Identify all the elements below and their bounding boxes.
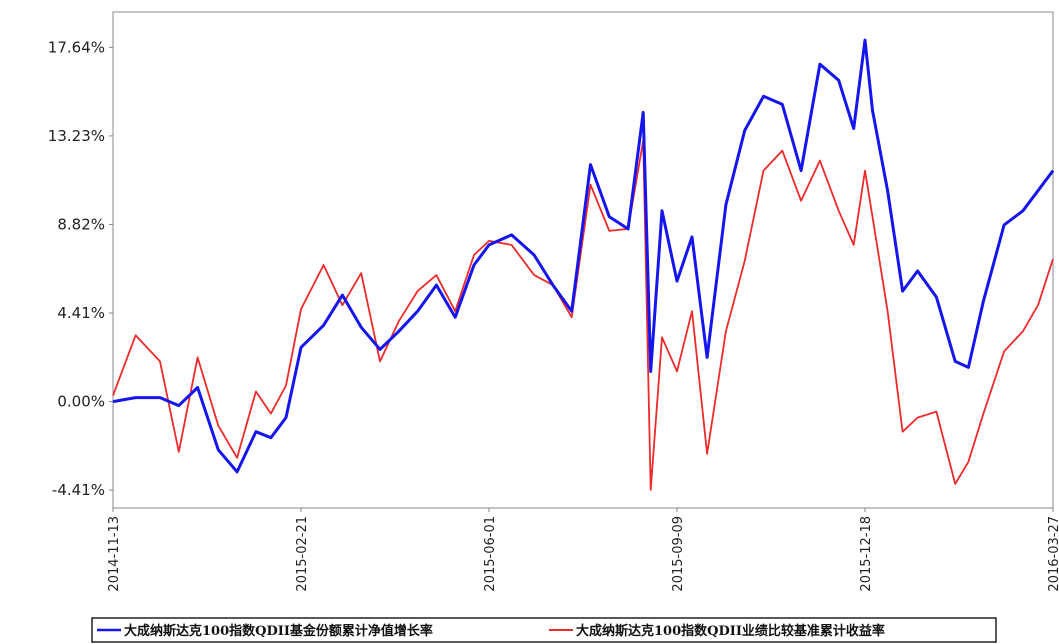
y-tick-label: 8.82% bbox=[57, 215, 105, 233]
legend-box bbox=[91, 617, 997, 643]
plot-area bbox=[112, 11, 1054, 509]
x-tick-label: 2015-09-09 bbox=[671, 516, 686, 592]
y-axis: 17.64% 13.23% 8.82% 4.41% 0.00% -4.41% bbox=[48, 38, 113, 499]
y-tick-label: 17.64% bbox=[48, 38, 105, 56]
series-line-net-value bbox=[112, 38, 1055, 474]
x-tick-label: 2015-06-01 bbox=[483, 516, 498, 592]
y-tick-label: 4.41% bbox=[57, 304, 105, 322]
legend-label-benchmark: 大成纳斯达克100指数QDII业绩比较基准累计收益率 bbox=[576, 623, 885, 639]
x-tick-label: 2014-11-13 bbox=[107, 516, 122, 592]
y-tick-label: 0.00% bbox=[57, 393, 105, 411]
x-tick-label: 2016-03-27 bbox=[1047, 516, 1059, 592]
legend: 大成纳斯达克100指数QDII基金份额累计净值增长率 大成纳斯达克100指数QD… bbox=[91, 617, 997, 643]
x-axis: 2014-11-13 2015-02-21 2015-06-01 2015-09-09… bbox=[107, 508, 1059, 592]
x-tick-label: 2015-02-21 bbox=[295, 516, 310, 592]
legend-label-net-value: 大成纳斯达克100指数QDII基金份额累计净值增长率 bbox=[124, 623, 433, 639]
y-tick-label: 13.23% bbox=[48, 127, 105, 145]
series-group bbox=[112, 38, 1055, 491]
y-tick-label: -4.41% bbox=[52, 481, 105, 499]
x-tick-label: 2015-12-18 bbox=[859, 516, 874, 592]
